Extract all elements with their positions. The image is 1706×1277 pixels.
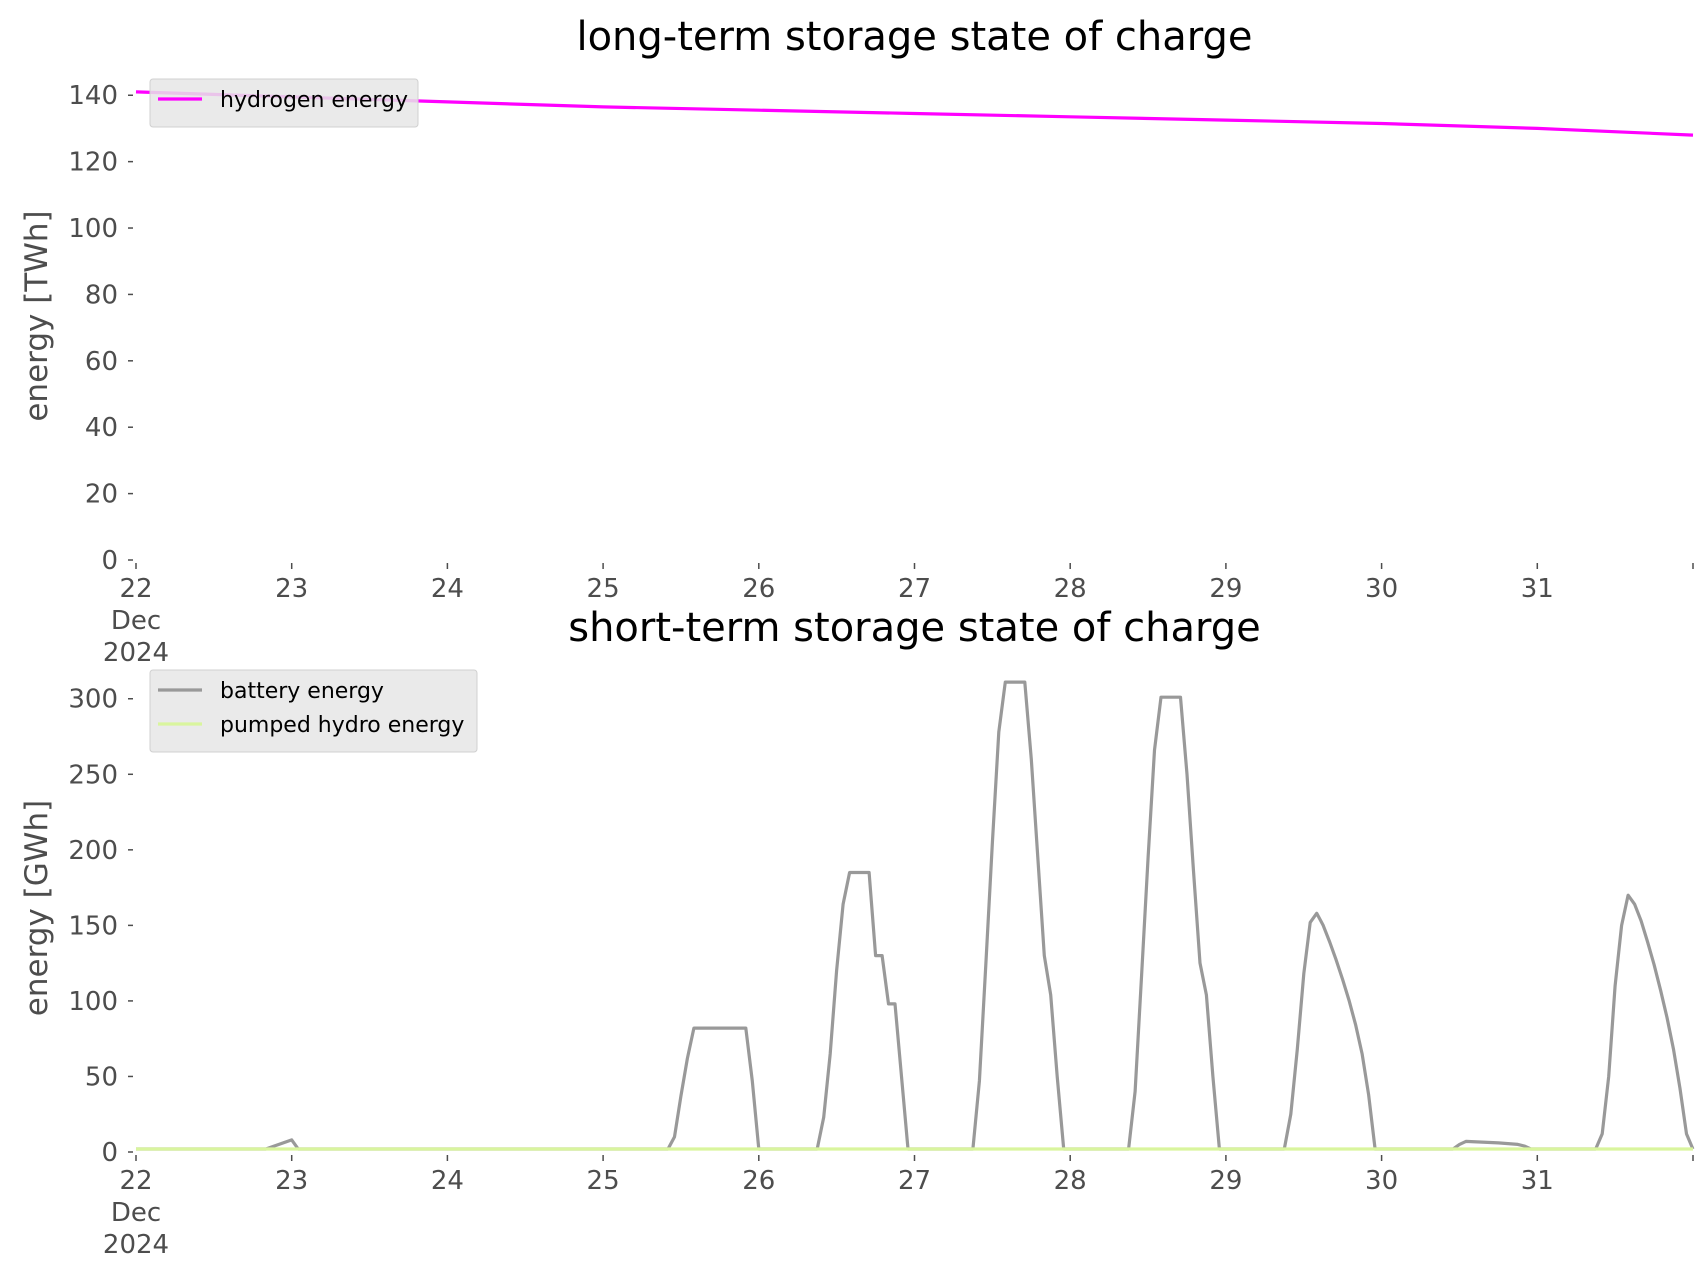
y-tick-label: 250 — [68, 760, 118, 790]
y-tick-label: 100 — [68, 214, 118, 244]
x-tick-label: 24 — [431, 574, 464, 604]
y-tick-label: 200 — [68, 836, 118, 866]
y-tick-label: 120 — [68, 148, 118, 178]
y-tick-label: 50 — [85, 1062, 118, 1092]
chart-panel-1: long-term storage state of charge energy … — [19, 14, 1694, 668]
chart-title: short-term storage state of charge — [568, 605, 1261, 651]
chart-title: long-term storage state of charge — [576, 14, 1252, 60]
y-tick-label: 40 — [85, 413, 118, 443]
x-tick-label: 31 — [1521, 1166, 1554, 1196]
y-axis-label: energy [TWh] — [19, 210, 55, 421]
x-tick-label: 26 — [742, 1166, 775, 1196]
y-tick-label: 100 — [68, 987, 118, 1017]
y-tick-label: 20 — [85, 480, 118, 510]
x-tick-label: 22 Dec 2024 — [103, 574, 169, 668]
x-tick-label: 29 — [1209, 1166, 1242, 1196]
legend-box — [149, 78, 419, 128]
x-tick-label: 23 — [275, 574, 308, 604]
y-tick-label: 60 — [85, 347, 118, 377]
x-tick-label: 28 — [1054, 574, 1087, 604]
x-tick-label: 22 Dec 2024 — [103, 1166, 169, 1260]
x-tick-label: 24 — [431, 1166, 464, 1196]
series-line-battery-energy — [136, 680, 1695, 1151]
legend-entry: hydrogen energy — [220, 88, 408, 113]
x-tick-label: 27 — [898, 574, 931, 604]
x-tick-label: 26 — [742, 574, 775, 604]
legend: battery energy pumped hydro energy — [149, 669, 478, 753]
x-tick-label: 25 — [587, 574, 620, 604]
y-tick-label: 140 — [68, 81, 118, 111]
chart-panel-2: short-term storage state of charge energy… — [19, 605, 1695, 1260]
y-axis-label: energy [GWh] — [19, 800, 55, 1016]
x-tick-label: 31 — [1521, 574, 1554, 604]
x-tick-label: 28 — [1054, 1166, 1087, 1196]
y-tick-label: 80 — [85, 280, 118, 310]
x-tick-label: 29 — [1209, 574, 1242, 604]
x-tick-label: 23 — [275, 1166, 308, 1196]
legend-entry: battery energy — [220, 679, 384, 704]
legend-box — [149, 669, 478, 753]
y-tick-label: 150 — [68, 911, 118, 941]
legend: hydrogen energy — [149, 78, 419, 128]
y-tick-label: 300 — [68, 685, 118, 715]
x-tick-label: 25 — [587, 1166, 620, 1196]
legend-entry: pumped hydro energy — [220, 713, 464, 738]
x-tick-label: 30 — [1365, 574, 1398, 604]
x-tick-label: 27 — [898, 1166, 931, 1196]
y-tick-label: 0 — [101, 1138, 118, 1168]
y-tick-label: 0 — [101, 546, 118, 576]
x-tick-label: 30 — [1365, 1166, 1398, 1196]
